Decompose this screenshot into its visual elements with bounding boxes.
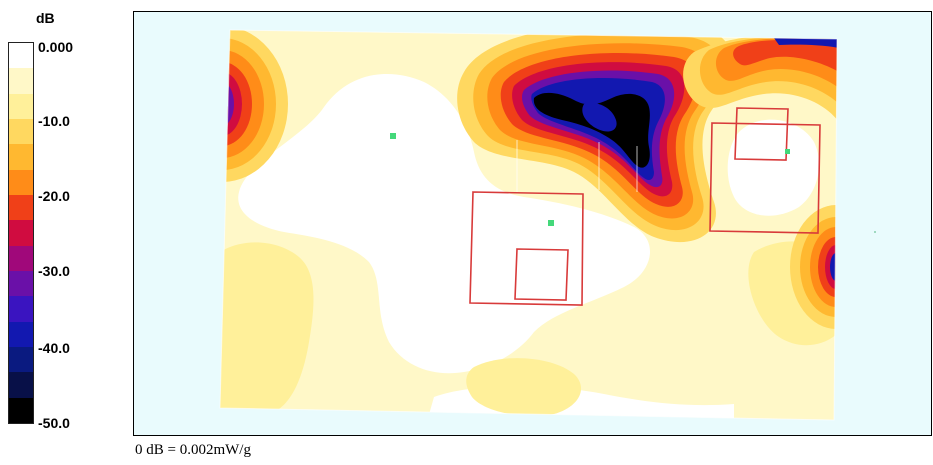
colorbar-band	[9, 93, 33, 120]
reference-level-note: 0 dB = 0.002mW/g	[135, 442, 251, 458]
colorbar-band	[9, 144, 33, 171]
colorbar-tick-label-5: -50.0	[38, 415, 70, 431]
contour-hotspot-left	[220, 30, 288, 182]
outline-box-center-small	[514, 248, 569, 301]
colorbar-band	[9, 347, 33, 373]
contour-region-yellow-left	[220, 242, 314, 412]
colorbar-band	[9, 245, 33, 272]
contour-hotspot-top-right	[683, 33, 837, 122]
sar-contour-map	[219, 29, 876, 421]
colorbar-band	[9, 169, 33, 196]
colorbar-band	[9, 321, 33, 348]
colorbar-band	[9, 119, 33, 145]
colorbar-tick-label-1: -10.0	[38, 113, 70, 129]
colorbar-band	[9, 68, 33, 95]
outline-box-right-large	[709, 122, 821, 234]
outline-box-center-large	[469, 191, 584, 306]
colorbar-unit-label: dB	[36, 10, 55, 26]
plot-area	[133, 11, 932, 436]
colorbar-band	[9, 43, 33, 69]
probe-marker-3	[785, 149, 790, 154]
probe-marker-2	[548, 220, 554, 226]
contour-region-yellow-bottom	[466, 358, 582, 417]
outline-box-right-small	[734, 107, 789, 161]
colorbar-band	[9, 296, 33, 323]
grid-traces	[516, 140, 638, 192]
colorbar	[8, 42, 34, 424]
scan-area-edge	[219, 29, 838, 421]
probe-marker-4	[874, 231, 876, 233]
colorbar-tick-label-2: -20.0	[38, 188, 70, 204]
contour-null-center	[457, 30, 733, 242]
probe-markers	[390, 133, 790, 226]
measurement-outlines	[469, 107, 821, 306]
contour-region-light	[238, 74, 651, 374]
probe-marker-1	[390, 133, 396, 139]
colorbar-band	[9, 271, 33, 297]
colorbar-band	[9, 397, 33, 423]
colorbar-tick-label-3: -30.0	[38, 263, 70, 279]
contour-layer	[220, 30, 837, 420]
colorbar-tick-label-0: 0.000	[38, 39, 74, 55]
colorbar-band	[9, 195, 33, 221]
colorbar-band	[9, 372, 33, 399]
colorbar-tick-label-4: -40.0	[38, 340, 70, 356]
contour-region-light-right	[727, 119, 819, 216]
colorbar-band	[9, 220, 33, 247]
